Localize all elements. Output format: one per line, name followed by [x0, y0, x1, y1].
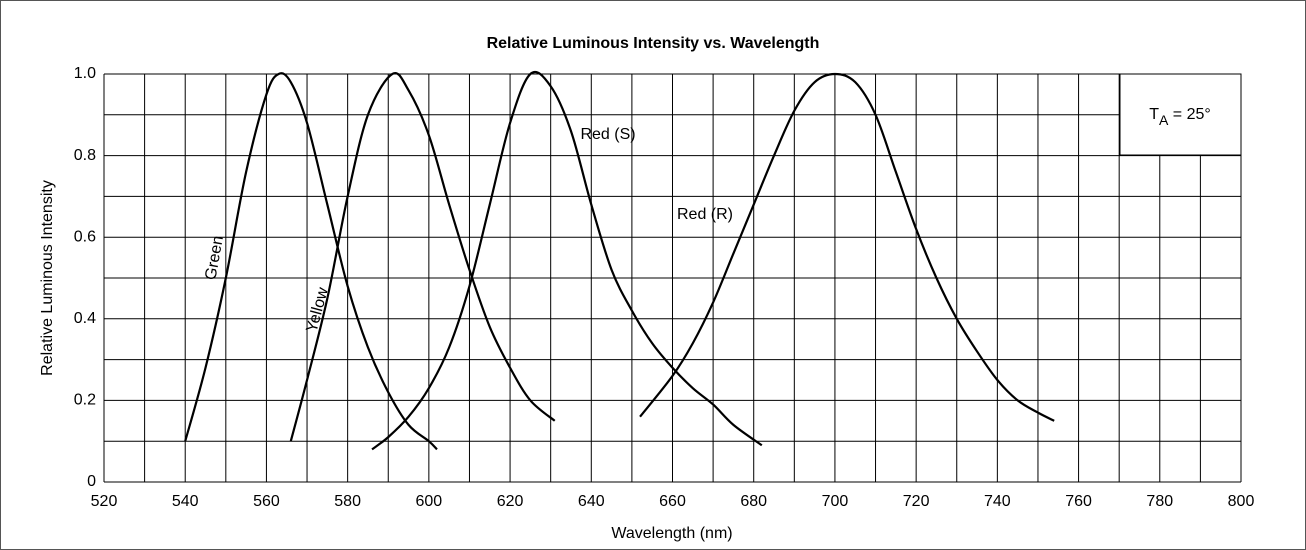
- y-tick-label: 0.4: [74, 310, 96, 327]
- annotation-box: [1119, 73, 1242, 156]
- x-tick-label: 660: [659, 493, 686, 510]
- y-tick-label: 0.2: [74, 392, 96, 409]
- x-tick-label: 780: [1146, 493, 1173, 510]
- x-tick-label: 640: [578, 493, 605, 510]
- x-tick-label: 600: [416, 493, 443, 510]
- annotation-rest: = 25°: [1168, 106, 1210, 123]
- chart-title: Relative Luminous Intensity vs. Waveleng…: [487, 35, 820, 52]
- annotation: TA = 25°: [1149, 106, 1211, 127]
- y-axis-label: Relative Luminous Intensity: [39, 180, 56, 376]
- x-tick-label: 740: [984, 493, 1011, 510]
- series-line: [289, 72, 556, 442]
- y-tick-label: 0.8: [74, 147, 96, 164]
- x-tick-label: 620: [497, 493, 524, 510]
- x-tick-label: 720: [903, 493, 930, 510]
- x-tick-label: 680: [740, 493, 767, 510]
- x-tick-label: 540: [172, 493, 199, 510]
- series-line: [371, 70, 763, 451]
- x-tick-label: 520: [91, 493, 118, 510]
- x-tick-label: 760: [1065, 493, 1092, 510]
- annotation-main: T: [1149, 106, 1159, 123]
- x-tick-label: 560: [253, 493, 280, 510]
- annotation-sub: A: [1159, 112, 1169, 128]
- x-tick-label: 580: [334, 493, 361, 510]
- y-tick-label: 1.0: [74, 65, 96, 82]
- x-axis-label: Wavelength (nm): [611, 525, 732, 542]
- y-tick-label: 0: [87, 473, 96, 490]
- series-line: [639, 72, 1055, 422]
- x-tick-label: 700: [822, 493, 849, 510]
- series-label: Red (R): [677, 206, 733, 223]
- y-tick-label: 0.6: [74, 228, 96, 245]
- series-label: Red (S): [580, 126, 635, 143]
- series-line: [184, 72, 438, 451]
- x-tick-label: 800: [1228, 493, 1255, 510]
